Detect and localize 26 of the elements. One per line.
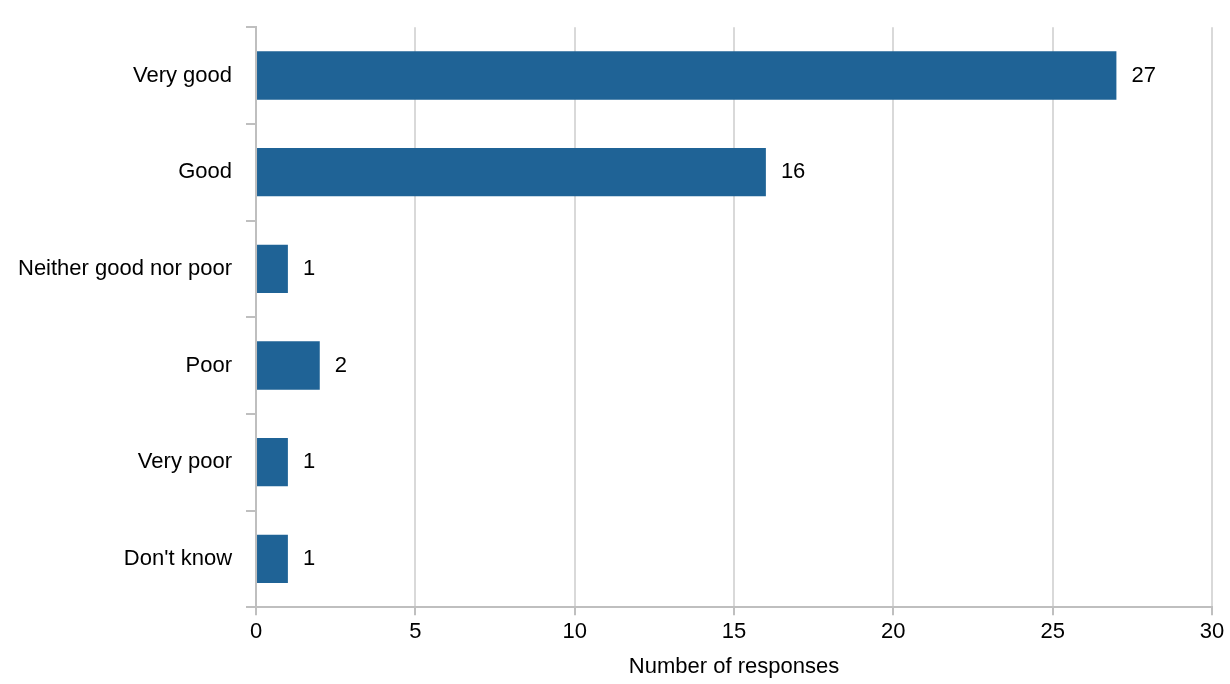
x-tick-label: 30 (1199, 618, 1225, 644)
bar (257, 244, 288, 294)
bar (257, 148, 766, 197)
data-label: 1 (302, 448, 316, 474)
x-tick-label: 20 (881, 618, 906, 644)
y-tick-label: Good (178, 158, 233, 184)
x-tick-label: 10 (562, 618, 587, 644)
x-tick-label: 25 (1040, 618, 1065, 644)
y-tick-label: Poor (185, 351, 233, 377)
bar (257, 438, 288, 487)
y-tick-label: Don't know (123, 544, 233, 570)
bar (257, 534, 288, 584)
data-label: 2 (334, 351, 348, 377)
x-tick-label: 5 (409, 618, 422, 644)
data-label: 16 (780, 158, 806, 184)
x-tick-label: 0 (249, 618, 263, 644)
x-axis-title: Number of responses (628, 652, 840, 678)
data-label: 1 (302, 254, 316, 280)
x-tick-label: 15 (721, 618, 747, 644)
data-label: 1 (302, 544, 316, 570)
y-tick-label: Very poor (137, 448, 233, 474)
y-tick-label: Neither good nor poor (18, 254, 233, 280)
bar (257, 51, 1117, 100)
data-label: 27 (1131, 61, 1156, 87)
bar (257, 341, 320, 390)
y-tick-label: Very good (132, 61, 233, 87)
